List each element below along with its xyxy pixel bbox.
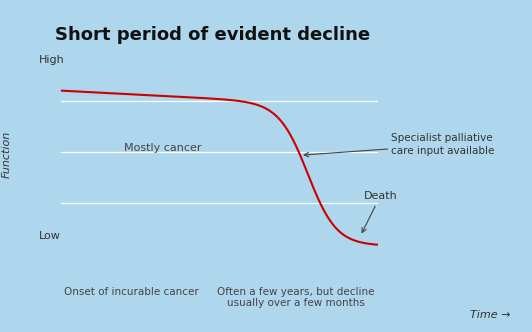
Text: Low: Low bbox=[39, 231, 61, 241]
Text: Time →: Time → bbox=[470, 310, 511, 320]
Text: High: High bbox=[39, 55, 64, 65]
Text: Function: Function bbox=[2, 131, 11, 178]
Text: Often a few years, but decline
usually over a few months: Often a few years, but decline usually o… bbox=[217, 287, 375, 308]
Text: Death: Death bbox=[362, 191, 397, 232]
Text: Short period of evident decline: Short period of evident decline bbox=[55, 26, 370, 44]
Text: Specialist palliative
care input available: Specialist palliative care input availab… bbox=[391, 133, 494, 156]
Text: Onset of incurable cancer: Onset of incurable cancer bbox=[64, 287, 199, 297]
Text: Mostly cancer: Mostly cancer bbox=[124, 143, 201, 153]
